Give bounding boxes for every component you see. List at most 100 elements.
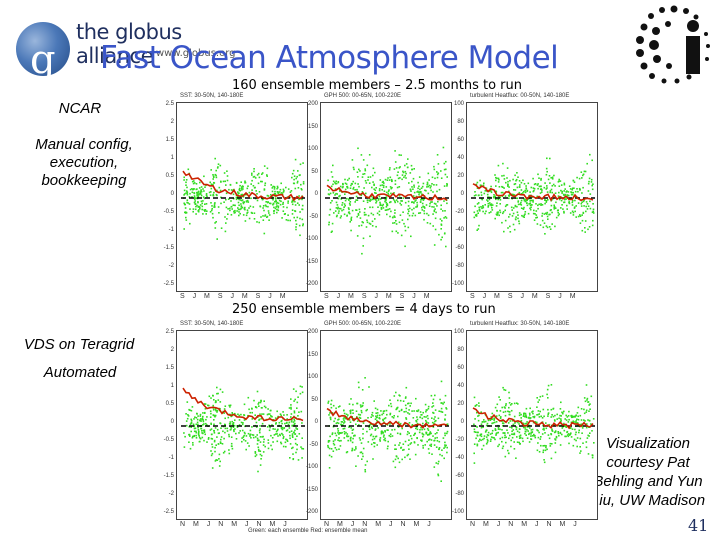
ensemble-mean-line (326, 184, 448, 201)
y-tick-label: -1 (168, 455, 174, 461)
ensemble-scatter (181, 385, 305, 473)
y-tick-label: 2 (170, 347, 174, 353)
vds-description: Automated (43, 364, 117, 381)
y-tick-label: -0.5 (163, 209, 174, 215)
y-tick-label: -60 (455, 245, 464, 251)
y-tick-label: 80 (457, 119, 464, 125)
y-tick-label: 50 (311, 168, 318, 175)
vds-label: VDS on Teragrid (23, 336, 135, 353)
y-tick-label: 2.5 (165, 329, 174, 335)
y-tick-label: -1 (168, 227, 174, 233)
ensemble-panel (466, 330, 598, 520)
globus-logo: g the globus alliance www.globus.org (16, 8, 246, 83)
y-tick-label: 60 (457, 137, 464, 143)
y-tick-label: 0 (314, 191, 318, 197)
y-tick-label: 50 (311, 396, 318, 403)
x-tick-labels: S J M S J M S J M (470, 293, 579, 300)
y-tick-label: -60 (455, 473, 464, 479)
ensemble-mean-line (326, 407, 448, 429)
visualization-credit: Visualization courtesy Pat Behling and Y… (590, 435, 706, 509)
panel-title: SST: 30-50N, 140-180E (180, 93, 244, 99)
y-tick-label: 0 (170, 419, 174, 425)
panel-title: turbulent Heatflux: 30-50N, 140-180E (470, 321, 570, 327)
y-tick-label: -2 (168, 491, 174, 497)
y-tick-label: 0 (460, 191, 464, 197)
y-tick-label: -50 (309, 441, 318, 448)
y-tick-label: 0 (314, 419, 318, 425)
x-tick-labels: N M J N M J N M J (180, 521, 290, 528)
y-tick-label: 40 (457, 383, 464, 389)
y-tick-label: -40 (455, 455, 464, 461)
y-tick-label: 40 (457, 155, 464, 161)
y-tick-label: -40 (455, 227, 464, 233)
ensemble-panel (320, 102, 452, 292)
y-tick-label: 20 (457, 173, 464, 179)
y-tick-label: 1 (170, 383, 174, 389)
ensemble-panel (466, 102, 598, 292)
y-tick-label: -2.5 (163, 281, 174, 287)
y-tick-label: 60 (457, 365, 464, 371)
y-tick-label: 100 (453, 329, 464, 335)
ensemble-scatter (325, 146, 449, 255)
ensemble-scatter (471, 153, 595, 235)
y-tick-label: 100 (453, 101, 464, 107)
y-tick-label: -80 (455, 491, 464, 497)
y-tick-label: -150 (305, 486, 318, 493)
top-caption: 160 ensemble members – 2.5 months to run (232, 78, 522, 93)
y-tick-label: 0 (460, 419, 464, 425)
y-tick-label: 100 (307, 146, 318, 152)
y-tick-label: 0.5 (165, 401, 174, 407)
ci-logo-icon (636, 5, 710, 84)
panel-title: turbulent Heatflux: 00-50N, 140-180E (470, 93, 570, 99)
bottom-caption: 250 ensemble members = 4 days to run (232, 302, 496, 317)
globus-logo-icon: g (16, 22, 70, 83)
footnote: Green: each ensemble Red: ensemble mean (248, 528, 368, 534)
y-tick-label: -100 (451, 281, 464, 287)
ensemble-mean-line (472, 183, 594, 202)
panel-title: SST: 30-50N, 140-180E (180, 321, 244, 327)
ncar-label: NCAR (58, 100, 102, 117)
ensemble-mean-line (182, 387, 304, 422)
y-tick-label: -200 (305, 281, 318, 287)
y-tick-label: -100 (305, 236, 318, 242)
y-tick-label: -100 (305, 464, 318, 470)
x-tick-labels: N M J N M J N M J (324, 521, 434, 528)
y-tick-label: 0.5 (165, 173, 174, 179)
ensemble-scatter (325, 377, 449, 482)
ensemble-panel (176, 102, 308, 292)
y-tick-label: 0 (170, 191, 174, 197)
y-tick-label: 1 (170, 155, 174, 161)
logo-name: the globus alliance (76, 20, 182, 68)
y-tick-label: -2 (168, 263, 174, 269)
ensemble-mean-line (472, 407, 594, 430)
panel-title: GPH 500: 00-65N, 100-220E (324, 93, 402, 99)
y-tick-label: -50 (309, 213, 318, 220)
page-number: 41 (688, 516, 709, 535)
y-tick-label: 20 (457, 401, 464, 407)
y-tick-label: 80 (457, 347, 464, 353)
y-tick-label: 1.5 (165, 137, 174, 143)
x-tick-labels: N M J N M J N M J (470, 521, 580, 528)
y-tick-label: -100 (451, 509, 464, 515)
y-tick-label: 150 (307, 351, 318, 358)
y-tick-label: 1.5 (165, 365, 174, 371)
y-tick-label: -150 (305, 258, 318, 265)
y-tick-label: -80 (455, 263, 464, 269)
logo-url: www.globus.org (156, 48, 236, 59)
ensemble-scatter (471, 384, 595, 464)
y-tick-label: 100 (307, 374, 318, 380)
y-tick-label: 2.5 (165, 101, 174, 107)
ncar-description: Manual config, execution, bookkeeping (35, 136, 133, 189)
y-tick-label: 2 (170, 119, 174, 125)
page-title: Fast Ocean Atmosphere Model (100, 40, 559, 76)
ci-logo (632, 4, 714, 84)
ensemble-panel (320, 330, 452, 520)
y-tick-label: -1.5 (163, 245, 174, 251)
y-tick-label: 200 (307, 101, 318, 107)
y-tick-label: -20 (455, 437, 464, 443)
panel-title: GPH 500: 00-65N, 100-220E (324, 321, 402, 327)
y-tick-label: 200 (307, 329, 318, 335)
y-tick-label: -200 (305, 509, 318, 515)
x-tick-labels: S J M S J M S J M (324, 293, 433, 300)
y-tick-label: 150 (307, 123, 318, 130)
